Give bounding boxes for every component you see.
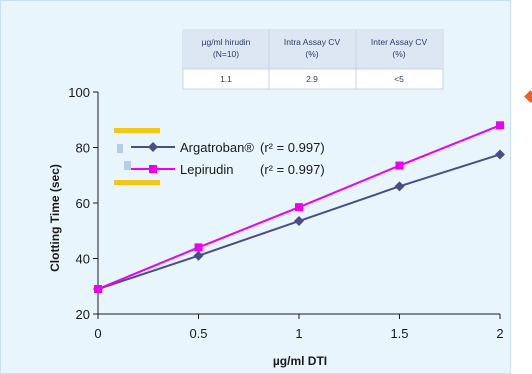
y-tick-label: 100	[68, 85, 90, 100]
x-axis-title: µg/ml DTI	[273, 354, 327, 368]
legend-glyph-1	[117, 144, 123, 153]
x-tick-label: 0.5	[189, 326, 207, 341]
y-tick-label: 80	[76, 141, 90, 156]
data-point-lepirudin	[496, 121, 504, 130]
data-point-argatroban	[193, 250, 204, 261]
data-point-lepirudin	[395, 161, 404, 170]
data-point-argatroban	[394, 181, 405, 192]
table-cell-inter: <5	[394, 74, 404, 84]
chart-svg: µg/ml hirudin (N=10) Intra Assay CV (%) …	[48, 29, 505, 368]
table-header-inter-line2: (%)	[392, 49, 405, 59]
legend-highlight-top	[114, 128, 160, 133]
table-cell-hirudin: 1.1	[220, 74, 232, 84]
series-layer	[93, 121, 505, 295]
legend-marker-lepirudin	[149, 165, 157, 173]
table-header-intra-line2: (%)	[305, 49, 318, 59]
table-header-intra-line1: Intra Assay CV	[284, 37, 341, 47]
data-point-argatroban	[294, 216, 304, 227]
slide-bullet-marker	[524, 90, 532, 103]
data-point-lepirudin	[94, 285, 102, 294]
data-point-lepirudin	[295, 203, 303, 212]
legend-r2-lepirudin: (r² = 0.997)	[260, 162, 325, 177]
y-tick-label: 60	[76, 196, 90, 211]
data-point-lepirudin	[194, 243, 203, 252]
assay-table: µg/ml hirudin (N=10) Intra Assay CV (%) …	[182, 29, 444, 90]
y-tick-label: 20	[76, 307, 90, 322]
legend-label-argatroban: Argatroban®	[180, 140, 254, 155]
chart-panel: µg/ml hirudin (N=10) Intra Assay CV (%) …	[0, 0, 511, 374]
data-point-argatroban	[495, 149, 505, 160]
x-tick-label: 0	[94, 326, 101, 341]
legend-r2-argatroban: (r² = 0.997)	[260, 140, 325, 155]
legend-marker-argatroban	[148, 142, 158, 152]
legend-glyph-2	[124, 161, 131, 170]
table-header-inter-line1: Inter Assay CV	[371, 37, 428, 47]
legend-highlight-bottom	[114, 180, 160, 185]
x-tick-label: 2	[496, 326, 503, 341]
axis-ticks: 20 40 60 80 100 0 0.5 1 1.5 2	[68, 85, 503, 341]
legend-label-lepirudin: Lepirudin	[180, 162, 234, 177]
y-axis-title: Clotting Time (sec)	[48, 164, 62, 272]
legend: Argatroban® (r² = 0.997) Lepirudin (r² =…	[114, 128, 325, 185]
y-tick-label: 40	[76, 252, 90, 267]
table-header-hirudin-line1: µg/ml hirudin	[202, 37, 251, 47]
x-tick-label: 1.5	[390, 326, 408, 341]
table-header-hirudin-line2: (N=10)	[213, 49, 239, 59]
table-cell-intra: 2.9	[306, 74, 318, 84]
x-tick-label: 1	[295, 326, 302, 341]
